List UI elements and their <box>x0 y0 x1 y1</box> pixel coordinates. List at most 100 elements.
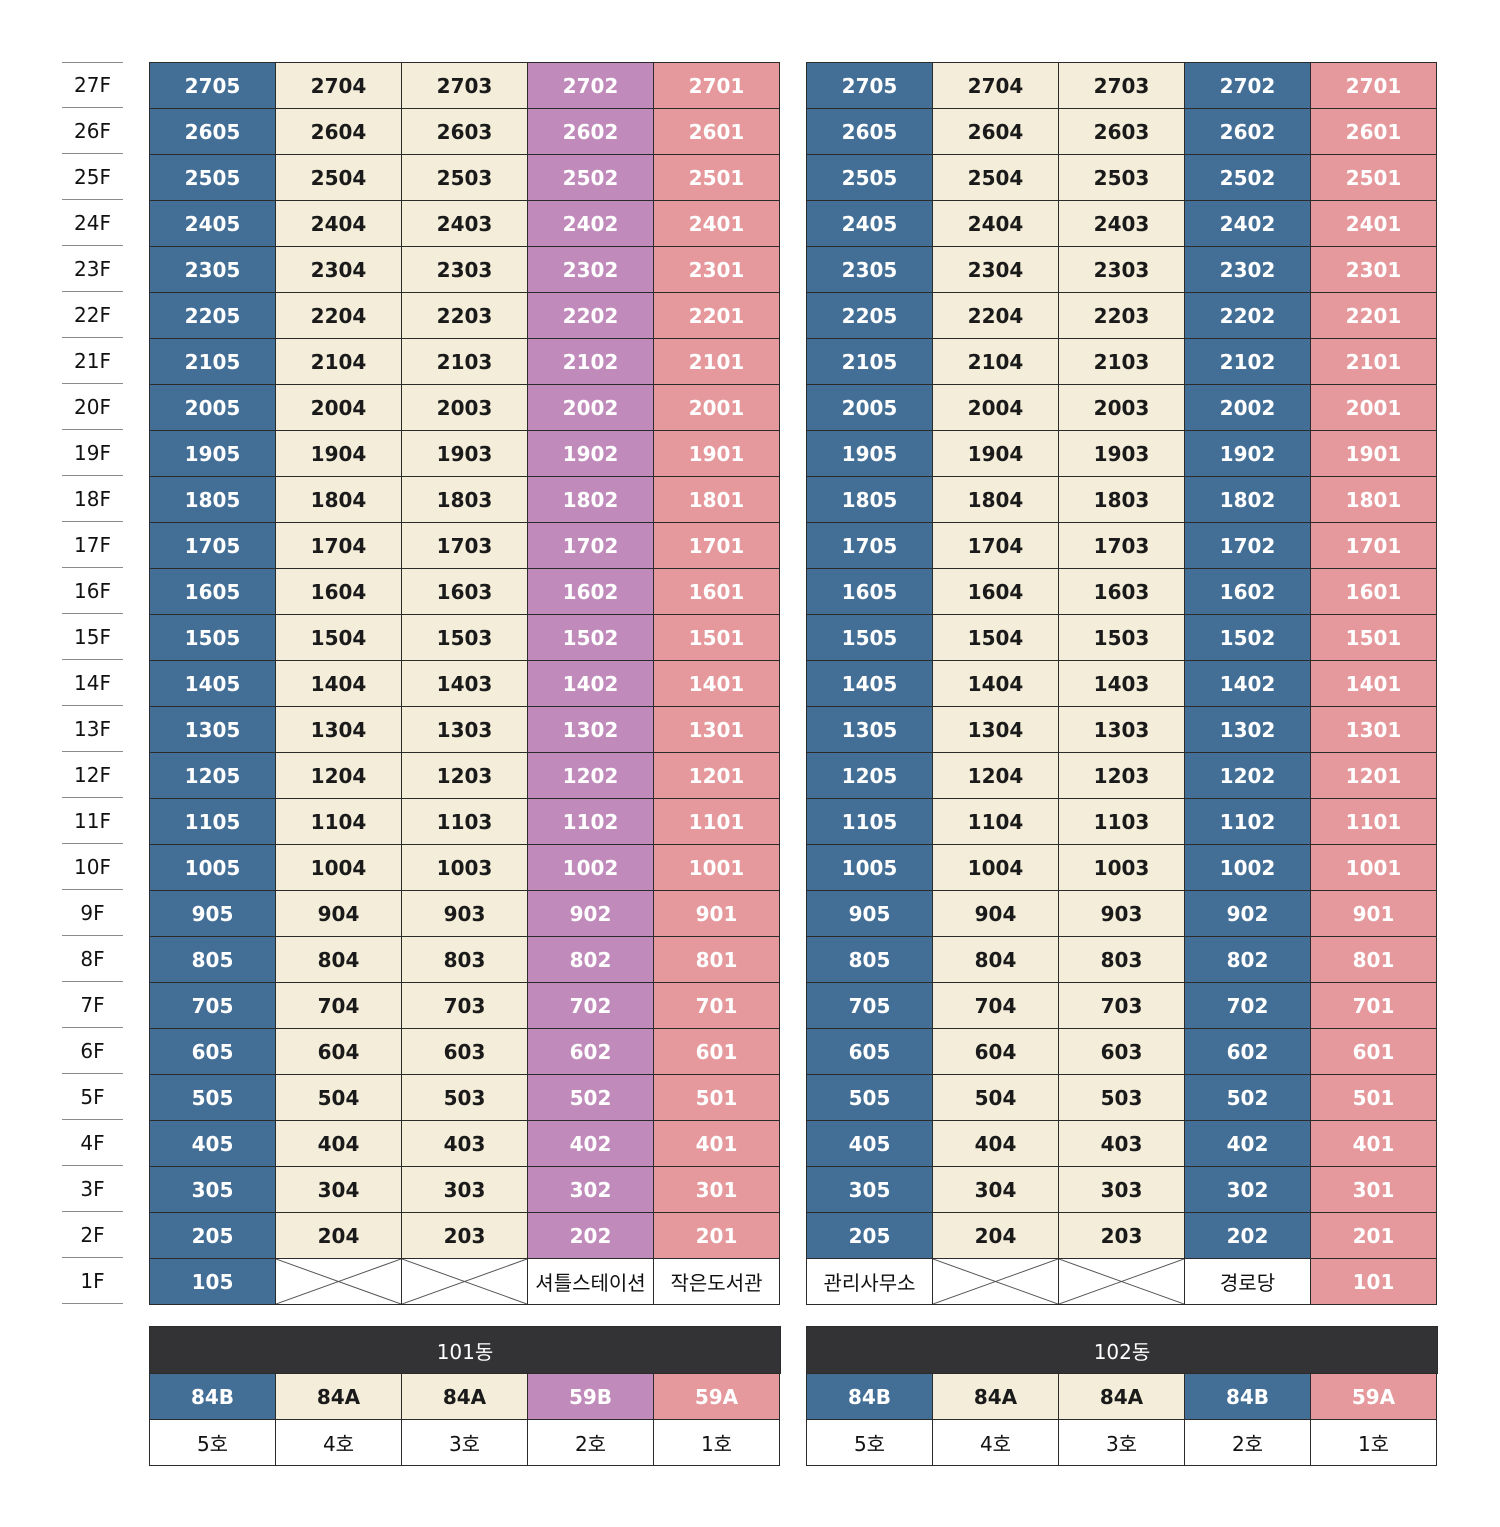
floor-label: 6F <box>62 1028 123 1074</box>
unit-cell: 1504 <box>276 615 402 661</box>
unit-cell: 802 <box>528 937 654 983</box>
unit-type: 84B <box>807 1374 933 1420</box>
floor-row: 805 804 803 802 801 <box>150 937 780 983</box>
unit-cell: 502 <box>1185 1075 1311 1121</box>
unit-cell: 1102 <box>528 799 654 845</box>
unit-cell: 2404 <box>933 201 1059 247</box>
unit-cell: 2405 <box>807 201 933 247</box>
floor-row: 605 604 603 602 601 <box>807 1029 1437 1075</box>
unit-cell: 602 <box>528 1029 654 1075</box>
unit-cell: 201 <box>654 1213 780 1259</box>
unit-cell: 1702 <box>528 523 654 569</box>
unit-cell: 2403 <box>402 201 528 247</box>
unit-cell: 2601 <box>654 109 780 155</box>
unit-cell: 2203 <box>1059 293 1185 339</box>
unit-cell: 902 <box>528 891 654 937</box>
unit-cell: 1001 <box>1311 845 1437 891</box>
unit-cell: 1205 <box>150 753 276 799</box>
empty-cell <box>276 1259 402 1305</box>
unit-cell: 1905 <box>807 431 933 477</box>
facility-cell: 경로당 <box>1185 1259 1311 1305</box>
unit-cell: 1505 <box>807 615 933 661</box>
unit-cell: 305 <box>807 1167 933 1213</box>
ground-floor-row: 105 셔틀스테이션 작은도서관 <box>150 1259 780 1305</box>
unit-cell: 2405 <box>150 201 276 247</box>
unit-cell: 603 <box>1059 1029 1185 1075</box>
unit-cell: 505 <box>807 1075 933 1121</box>
unit-cell: 705 <box>150 983 276 1029</box>
unit-cell: 903 <box>1059 891 1185 937</box>
floor-row: 1105 1104 1103 1102 1101 <box>150 799 780 845</box>
unit-cell: 2505 <box>150 155 276 201</box>
floor-label: 19F <box>62 430 123 476</box>
unit-cell: 2501 <box>654 155 780 201</box>
unit-cell: 1401 <box>1311 661 1437 707</box>
ho-row: 5호 4호 3호 2호 1호 <box>150 1420 781 1466</box>
unit-cell: 1704 <box>933 523 1059 569</box>
ground-floor-row: 관리사무소 경로당 101 <box>807 1259 1437 1305</box>
unit-cell: 1302 <box>528 707 654 753</box>
unit-cell: 1004 <box>933 845 1059 891</box>
unit-cell: 1701 <box>1311 523 1437 569</box>
empty-cross-icon <box>1059 1259 1184 1304</box>
unit-cell: 1901 <box>1311 431 1437 477</box>
unit-cell: 2102 <box>1185 339 1311 385</box>
unit-cell: 501 <box>1311 1075 1437 1121</box>
floor-label: 25F <box>62 154 123 200</box>
floor-row: 2205 2204 2203 2202 2201 <box>807 293 1437 339</box>
unit-cell: 1104 <box>276 799 402 845</box>
floor-row: 1205 1204 1203 1202 1201 <box>807 753 1437 799</box>
unit-cell: 1201 <box>1311 753 1437 799</box>
unit-cell: 2302 <box>528 247 654 293</box>
unit-cell: 2301 <box>654 247 780 293</box>
floor-label: 17F <box>62 522 123 568</box>
unit-type: 84B <box>150 1374 276 1420</box>
unit-cell: 1602 <box>1185 569 1311 615</box>
unit-cell: 905 <box>150 891 276 937</box>
unit-cell: 1704 <box>276 523 402 569</box>
unit-type: 84A <box>402 1374 528 1420</box>
unit-cell: 1301 <box>654 707 780 753</box>
unit-cell: 2705 <box>150 63 276 109</box>
unit-cell: 303 <box>1059 1167 1185 1213</box>
unit-cell: 1504 <box>933 615 1059 661</box>
unit-type-row: 84B 84A 84A 59B 59A <box>150 1374 781 1420</box>
empty-cell <box>933 1259 1059 1305</box>
unit-cell: 2704 <box>276 63 402 109</box>
unit-cell: 202 <box>1185 1213 1311 1259</box>
unit-cell: 2703 <box>1059 63 1185 109</box>
unit-cell: 2101 <box>654 339 780 385</box>
unit-cell: 302 <box>1185 1167 1311 1213</box>
floor-row: 1905 1904 1903 1902 1901 <box>807 431 1437 477</box>
unit-cell: 1405 <box>150 661 276 707</box>
floor-row: 1005 1004 1003 1002 1001 <box>807 845 1437 891</box>
floor-label: 11F <box>62 798 123 844</box>
floor-row: 2405 2404 2403 2402 2401 <box>150 201 780 247</box>
unit-cell: 704 <box>933 983 1059 1029</box>
unit-cell: 1701 <box>654 523 780 569</box>
floor-row: 1705 1704 1703 1702 1701 <box>807 523 1437 569</box>
unit-cell: 1904 <box>933 431 1059 477</box>
unit-cell: 404 <box>933 1121 1059 1167</box>
unit-cell: 2002 <box>1185 385 1311 431</box>
unit-cell: 903 <box>402 891 528 937</box>
unit-cell: 405 <box>807 1121 933 1167</box>
unit-cell: 404 <box>276 1121 402 1167</box>
unit-cell: 2103 <box>402 339 528 385</box>
unit-cell: 501 <box>654 1075 780 1121</box>
unit-cell: 2701 <box>654 63 780 109</box>
floor-row: 1805 1804 1803 1802 1801 <box>150 477 780 523</box>
unit-cell: 2103 <box>1059 339 1185 385</box>
unit-cell: 2303 <box>1059 247 1185 293</box>
floor-row: 705 704 703 702 701 <box>807 983 1437 1029</box>
unit-cell: 2304 <box>276 247 402 293</box>
unit-cell: 2101 <box>1311 339 1437 385</box>
unit-cell: 1202 <box>528 753 654 799</box>
empty-cross-icon <box>402 1259 527 1304</box>
unit-cell: 2505 <box>807 155 933 201</box>
unit-cell: 1402 <box>528 661 654 707</box>
unit-cell: 701 <box>1311 983 1437 1029</box>
unit-cell: 2404 <box>276 201 402 247</box>
unit-cell: 1503 <box>1059 615 1185 661</box>
unit-cell: 1103 <box>1059 799 1185 845</box>
